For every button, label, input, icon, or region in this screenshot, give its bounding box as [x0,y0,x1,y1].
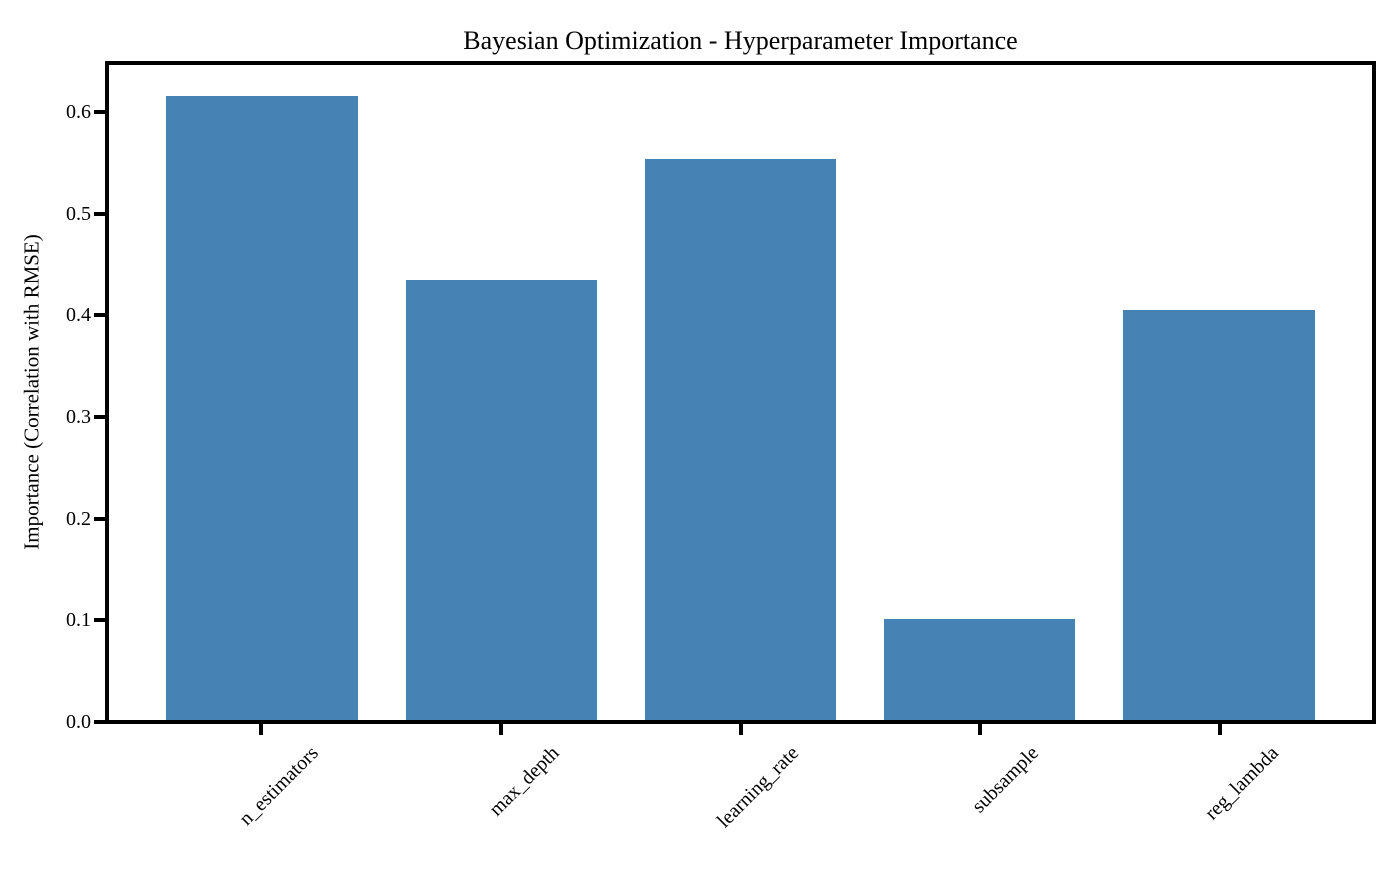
y-axis-label: Importance (Correlation with RMSE) [19,234,44,550]
y-tick-mark [94,720,105,724]
bar-subsample [884,618,1076,720]
y-tick-mark [94,618,105,623]
y-tick-mark [94,313,105,318]
chart-title: Bayesian Optimization - Hyperparameter I… [463,26,1018,55]
y-tick-mark [94,516,105,521]
x-tick-label-max_depth: max_depth [484,742,564,821]
x-tick-mark [978,724,983,735]
bar-reg_lambda [1123,309,1315,720]
y-tick-label: 0.2 [66,507,91,530]
x-tick-label-n_estimators: n_estimators [235,742,324,830]
bar-max_depth [405,280,597,720]
y-tick-label: 0.4 [66,304,91,327]
x-tick-mark [258,724,263,735]
x-tick-label-learning_rate: learning_rate [712,742,804,833]
x-tick-mark [738,724,743,735]
y-tick-label: 0.0 [66,711,91,733]
y-tick-mark [94,414,105,419]
bar-n_estimators [166,96,358,720]
x-tick-mark [1218,724,1223,735]
y-tick-mark [94,211,105,216]
y-tick-label: 0.3 [66,405,91,428]
y-tick-label: 0.5 [66,202,91,225]
x-tick-label-reg_lambda: reg_lambda [1200,742,1283,825]
bar-learning_rate [644,159,837,720]
x-tick-label-subsample: subsample [967,742,1044,818]
y-tick-label: 0.1 [66,609,91,632]
plot-area [105,61,1376,724]
y-tick-label: 0.6 [66,100,91,123]
x-tick-mark [498,724,503,735]
y-tick-mark [94,109,105,114]
